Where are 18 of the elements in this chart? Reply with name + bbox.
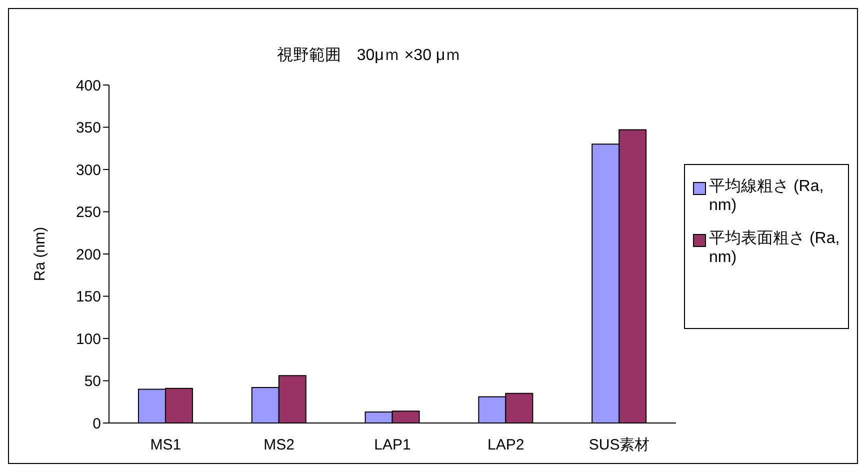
x-tick-label: SUS素材 xyxy=(588,436,650,454)
y-axis-title: Ra (nm) xyxy=(31,226,48,282)
y-tick-label: 0 xyxy=(92,415,101,432)
x-tick-label: MS1 xyxy=(150,436,182,454)
y-tick-label: 350 xyxy=(76,120,101,137)
y-tick-label: 250 xyxy=(76,204,101,222)
y-tick-label: 200 xyxy=(76,246,101,264)
y-tick-label: 150 xyxy=(76,288,101,306)
y-tick-label: 400 xyxy=(76,77,101,94)
chart-title: 視野範囲 30μｍ ×30 μｍ xyxy=(276,46,462,66)
x-tick-label: MS2 xyxy=(264,436,295,454)
x-tick-label: LAP2 xyxy=(488,436,524,454)
legend-label: 平均表面粗さ (Ra, nm) xyxy=(709,229,840,267)
legend-label: 平均線粗さ (Ra, nm) xyxy=(709,177,825,215)
y-tick-label: 50 xyxy=(84,373,101,390)
y-tick-label: 300 xyxy=(76,162,101,179)
y-tick-label: 100 xyxy=(76,330,101,348)
x-tick-label: LAP1 xyxy=(374,436,411,454)
